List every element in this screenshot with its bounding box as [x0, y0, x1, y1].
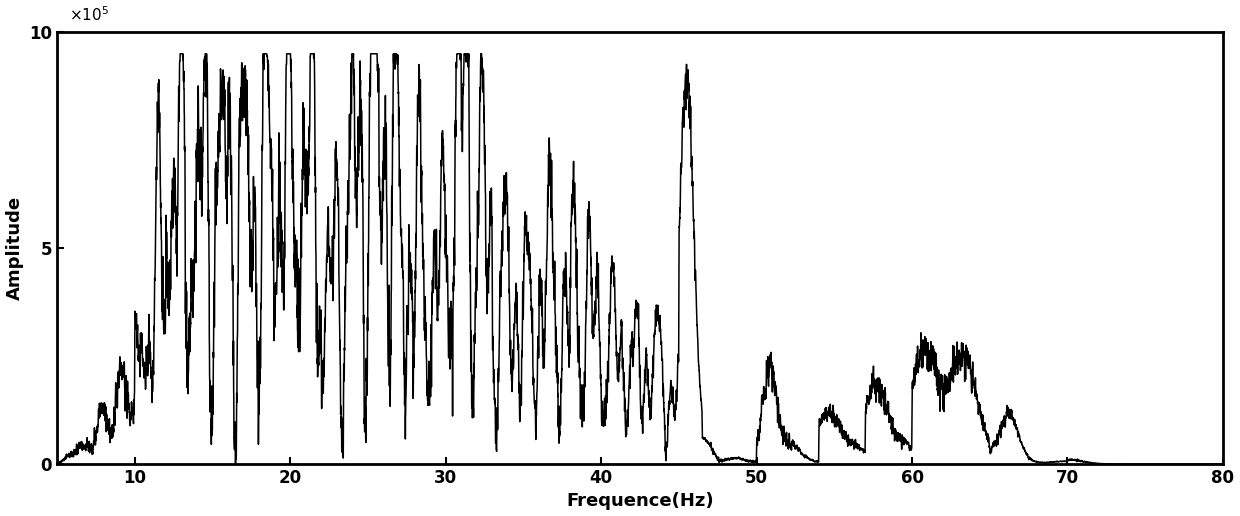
Y-axis label: Amplitude: Amplitude	[5, 196, 24, 300]
Text: $\times 10^5$: $\times 10^5$	[68, 5, 109, 24]
X-axis label: Frequence(Hz): Frequence(Hz)	[567, 492, 714, 510]
